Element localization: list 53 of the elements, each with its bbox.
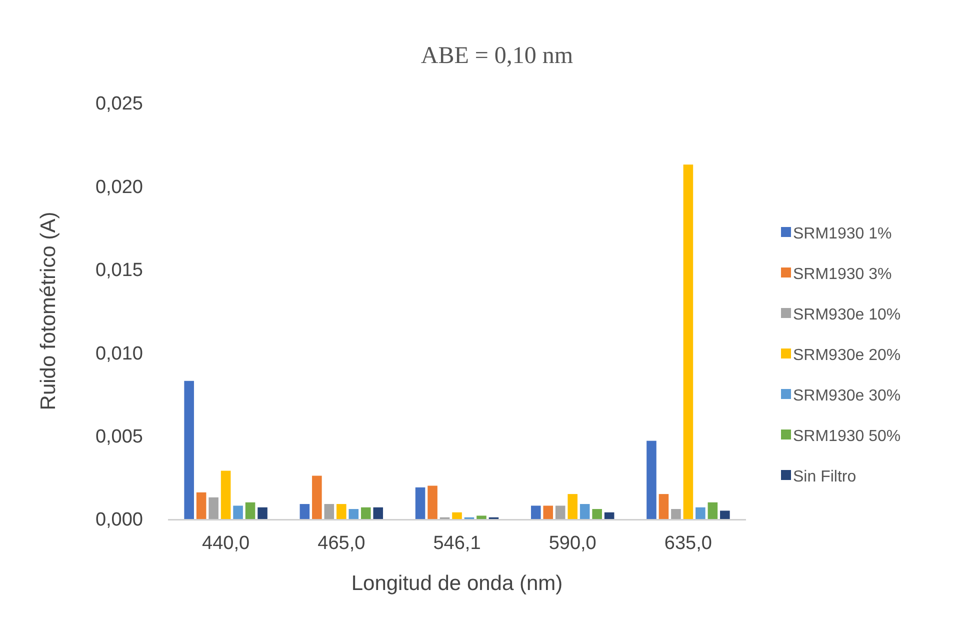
bar — [208, 497, 218, 519]
legend-label: SRM930e 10% — [793, 306, 901, 324]
bar — [415, 487, 426, 519]
x-tick-label: 635,0 — [664, 533, 712, 554]
legend-label: Sin Filtro — [793, 468, 856, 486]
bar — [233, 506, 243, 519]
bar — [646, 440, 656, 519]
y-tick-label: 0,010 — [95, 343, 143, 364]
bar — [555, 506, 566, 519]
bar — [324, 504, 334, 519]
legend-label: SRM1930 50% — [793, 428, 901, 446]
bar — [568, 494, 578, 519]
bar — [373, 507, 384, 519]
x-tick-label: 440,0 — [202, 533, 250, 554]
bar — [360, 507, 371, 519]
legend-label: SRM930e 30% — [793, 388, 901, 405]
bar — [336, 504, 346, 519]
bar — [580, 504, 590, 519]
x-axis-title: Longitud de onda (nm) — [351, 572, 563, 595]
legend-label: SRM930e 20% — [793, 347, 901, 364]
bar — [220, 470, 231, 519]
bar — [196, 492, 206, 519]
x-tick-label: 465,0 — [318, 533, 366, 554]
bar — [658, 494, 669, 519]
legend-label: SRM1930 3% — [793, 266, 892, 284]
bar — [452, 512, 462, 519]
chart-title: ABE = 0,10 nm — [420, 43, 574, 69]
bar — [312, 476, 322, 519]
bar — [671, 509, 681, 519]
y-tick-label: 0,005 — [95, 426, 143, 448]
y-tick-label: 0,020 — [95, 176, 143, 198]
bar — [184, 380, 194, 519]
x-tick-label: 546,1 — [433, 533, 481, 554]
bar — [476, 516, 486, 519]
y-axis-title: Ruido fotométrico (A) — [37, 212, 60, 410]
bar — [604, 512, 614, 519]
bar — [348, 509, 359, 519]
bar — [720, 510, 730, 519]
bar — [428, 486, 438, 519]
x-tick-label: 590,0 — [548, 533, 596, 554]
bar — [300, 504, 310, 519]
y-tick-label: 0,015 — [95, 260, 143, 282]
bar — [592, 509, 602, 519]
bar — [530, 506, 541, 519]
bar — [543, 506, 554, 519]
bar — [258, 507, 268, 519]
y-tick-label: 0,000 — [95, 510, 143, 531]
bar — [683, 164, 694, 519]
bar — [708, 502, 718, 519]
bar — [245, 502, 256, 519]
legend-label: SRM1930 1% — [793, 226, 892, 243]
y-tick-label: 0,025 — [95, 94, 143, 115]
bar — [696, 507, 706, 519]
